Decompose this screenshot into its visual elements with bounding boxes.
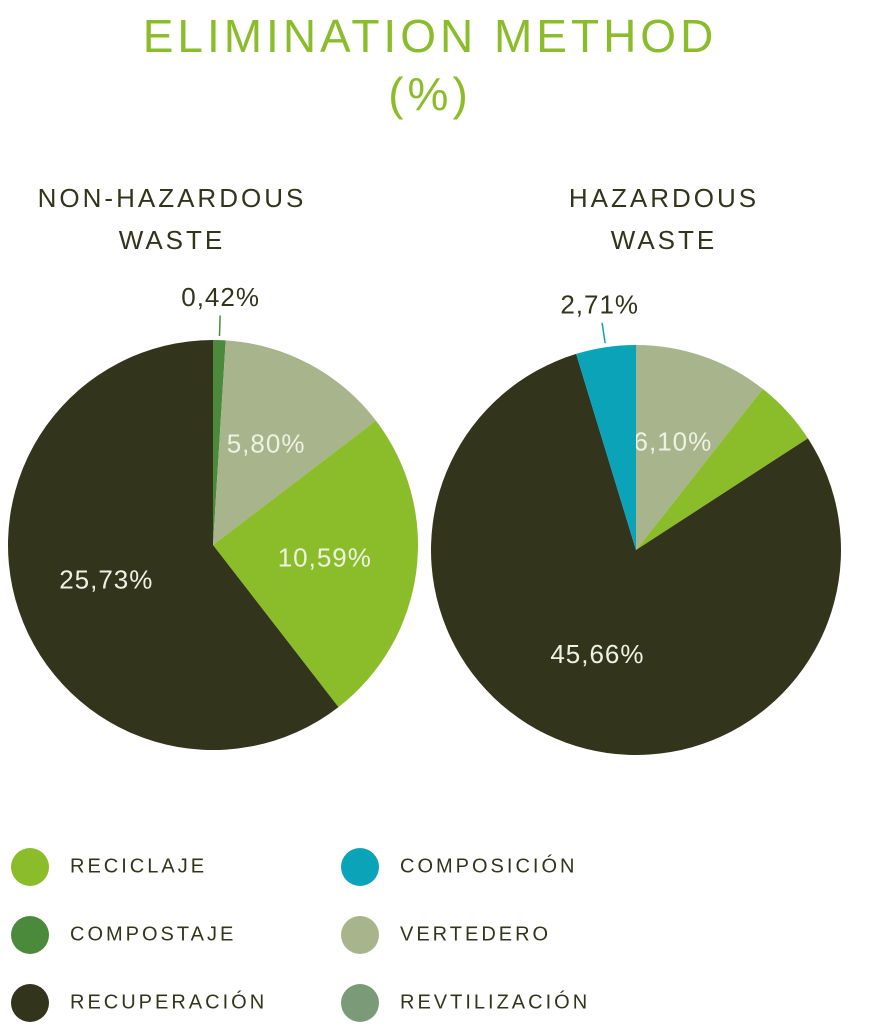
- pie-title: NON-HAZARDOUS WASTE: [38, 183, 307, 255]
- leader-line: [218, 315, 221, 337]
- pie-slice: [213, 420, 418, 708]
- legend-label: RECICLAJE: [70, 855, 207, 877]
- legend-label: VERTEDERO: [400, 923, 551, 945]
- pie-slice: [636, 345, 763, 550]
- pie-slice: [636, 388, 808, 550]
- pie-title: HAZARDOUS WASTE: [569, 183, 759, 255]
- value-label: 0,42%: [181, 282, 260, 312]
- legend-label: RECUPERACIÓN: [70, 990, 267, 1013]
- value-label: 10,59%: [278, 542, 372, 572]
- legend-swatch: [341, 848, 379, 886]
- pie-slice: [431, 353, 842, 755]
- legend-label: COMPOSTAJE: [70, 923, 236, 945]
- value-label: 45,66%: [550, 639, 644, 669]
- legend-swatch: [341, 916, 379, 954]
- legend-swatch: [11, 916, 49, 954]
- pie-slice: [7, 340, 339, 750]
- value-label: 5,80%: [227, 428, 306, 458]
- main-title-unit: (%): [388, 68, 472, 120]
- legend-label: REVTILIZACIÓN: [400, 990, 590, 1013]
- value-label: 2,71%: [560, 290, 639, 320]
- value-label: 6,10%: [634, 426, 713, 456]
- legend-swatch: [341, 984, 379, 1022]
- legend-swatch: [11, 984, 49, 1022]
- leader-line: [601, 322, 606, 344]
- value-label: 25,73%: [59, 564, 153, 594]
- legend-label: COMPOSICIÓN: [400, 854, 577, 877]
- pie-slice: [213, 340, 226, 545]
- pie-slice: [576, 345, 636, 550]
- pie-slice: [213, 340, 376, 545]
- main-title: ELIMINATION METHOD: [143, 10, 718, 62]
- legend-swatch: [11, 848, 49, 886]
